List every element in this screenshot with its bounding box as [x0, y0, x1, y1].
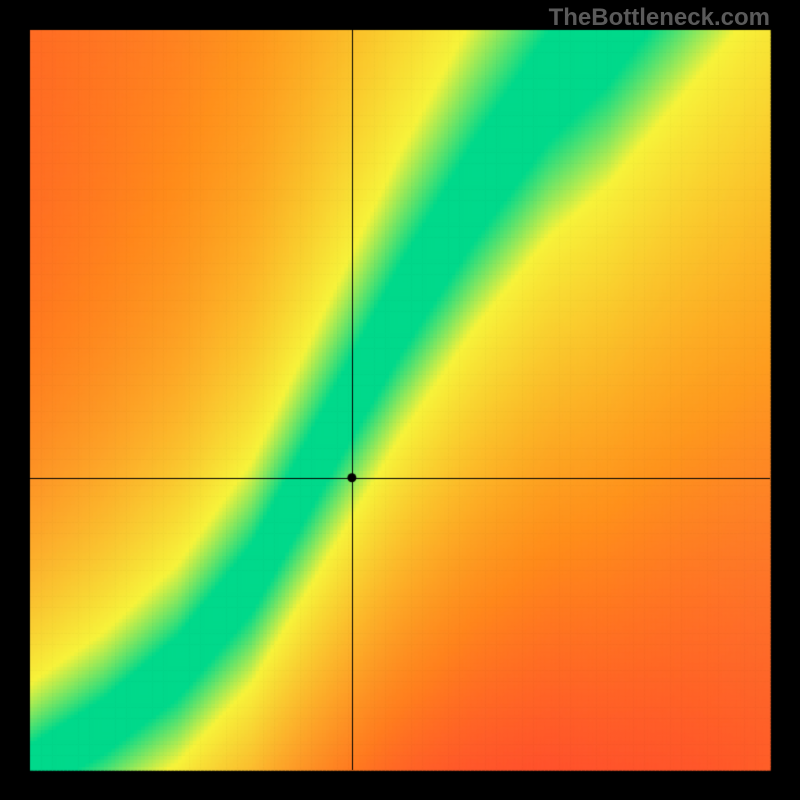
bottleneck-heatmap — [0, 0, 800, 800]
watermark-text: TheBottleneck.com — [549, 4, 770, 32]
